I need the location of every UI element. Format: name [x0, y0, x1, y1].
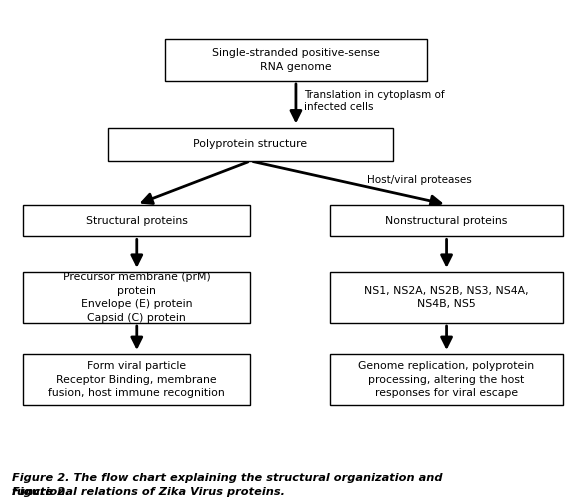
Text: Structural proteins: Structural proteins [86, 216, 188, 226]
Text: Figure 2.: Figure 2. [12, 487, 73, 497]
FancyBboxPatch shape [23, 206, 250, 237]
Text: Single-stranded positive-sense
RNA genome: Single-stranded positive-sense RNA genom… [212, 48, 380, 72]
FancyBboxPatch shape [330, 354, 563, 405]
FancyBboxPatch shape [330, 206, 563, 237]
Text: NS1, NS2A, NS2B, NS3, NS4A,
NS4B, NS5: NS1, NS2A, NS2B, NS3, NS4A, NS4B, NS5 [364, 286, 529, 309]
Text: Nonstructural proteins: Nonstructural proteins [386, 216, 507, 226]
Text: Figure 2. The flow chart explaining the structural organization and
functional r: Figure 2. The flow chart explaining the … [12, 474, 442, 497]
Text: Translation in cytoplasm of
infected cells: Translation in cytoplasm of infected cel… [305, 90, 445, 112]
Text: Precursor membrane (prM)
protein
Envelope (E) protein
Capsid (C) protein: Precursor membrane (prM) protein Envelop… [63, 272, 210, 323]
Text: Polyprotein structure: Polyprotein structure [193, 139, 308, 149]
FancyBboxPatch shape [23, 272, 250, 323]
Text: Host/viral proteases: Host/viral proteases [367, 175, 472, 185]
Text: Genome replication, polyprotein
processing, altering the host
responses for vira: Genome replication, polyprotein processi… [359, 361, 534, 398]
FancyBboxPatch shape [165, 39, 427, 81]
FancyBboxPatch shape [108, 128, 393, 161]
Text: Form viral particle
Receptor Binding, membrane
fusion, host immune recognition: Form viral particle Receptor Binding, me… [49, 361, 225, 398]
FancyBboxPatch shape [23, 354, 250, 405]
FancyBboxPatch shape [330, 272, 563, 323]
